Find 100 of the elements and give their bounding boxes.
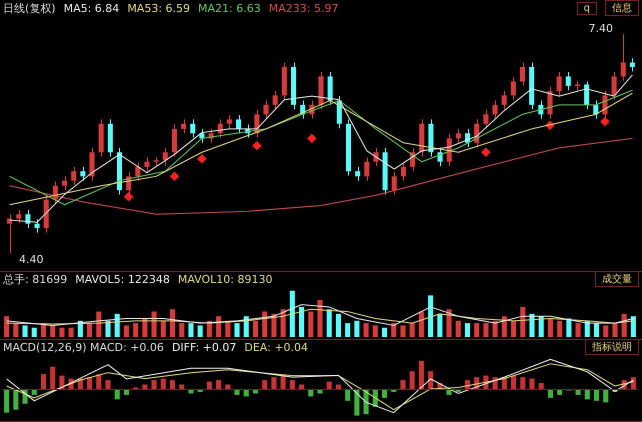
bar — [142, 384, 148, 389]
bar — [105, 320, 111, 337]
bar — [13, 388, 18, 410]
candlestick — [392, 171, 397, 196]
bar — [133, 323, 138, 337]
candlestick — [181, 118, 186, 134]
candlestick — [144, 156, 150, 172]
bar — [87, 377, 92, 389]
candlestick — [71, 166, 76, 186]
bar — [326, 309, 332, 337]
bar — [244, 316, 249, 337]
bar — [96, 374, 102, 389]
annotation: 4.40 — [19, 252, 44, 266]
bar — [234, 323, 240, 337]
bar — [299, 306, 304, 337]
candlestick — [355, 166, 360, 182]
bar — [382, 328, 388, 337]
bar — [538, 383, 544, 389]
text: q — [576, 2, 597, 14]
bar — [4, 316, 10, 337]
bar — [446, 309, 452, 337]
candlestick — [226, 114, 232, 129]
bar — [198, 325, 203, 337]
bar — [336, 384, 341, 389]
candlestick — [566, 72, 571, 91]
bar — [280, 309, 286, 337]
bar — [538, 316, 544, 337]
bar — [566, 318, 572, 337]
text: MA53: 6.59 — [127, 2, 190, 14]
candlestick — [172, 124, 177, 158]
bar — [271, 377, 276, 389]
bar — [502, 316, 507, 337]
candlestick — [547, 86, 553, 120]
bar — [483, 323, 488, 337]
bar — [68, 328, 74, 337]
point — [170, 172, 179, 181]
bar — [612, 323, 618, 337]
point — [307, 134, 316, 143]
candlestick — [456, 128, 461, 144]
bar — [290, 290, 295, 337]
candlestick — [80, 166, 86, 182]
candlestick — [502, 90, 507, 110]
bar — [170, 380, 176, 389]
bar — [428, 295, 434, 337]
bar — [160, 320, 166, 337]
point — [600, 117, 610, 126]
bar — [456, 320, 461, 337]
bar — [557, 320, 562, 337]
text: 成交量 — [595, 271, 639, 287]
bar — [13, 323, 18, 337]
text: 指标说明 — [585, 339, 639, 355]
series-label: DEA: +0.04 — [244, 340, 308, 354]
bar — [391, 323, 396, 337]
bar — [511, 320, 516, 337]
bar — [410, 323, 415, 337]
bar — [252, 320, 258, 337]
text: MA21: 6.63 — [198, 2, 261, 14]
bar — [22, 325, 28, 337]
chart-title: 日线(复权) — [3, 0, 56, 16]
bar — [262, 312, 268, 337]
bar — [59, 328, 64, 337]
text: MAVOL10: 89130 — [178, 272, 272, 286]
bar — [179, 384, 184, 389]
point — [252, 141, 262, 150]
bar — [317, 300, 323, 337]
bar — [4, 388, 10, 413]
candlestick — [400, 162, 406, 182]
candlestick — [364, 156, 370, 182]
bar — [630, 377, 636, 389]
bar — [520, 306, 526, 337]
bar — [124, 325, 129, 337]
bar — [114, 388, 120, 400]
bar — [326, 382, 332, 389]
bar — [410, 371, 415, 389]
point — [124, 192, 134, 202]
candlestick — [62, 176, 68, 191]
bar — [299, 384, 304, 389]
point — [197, 154, 206, 164]
bar — [418, 312, 424, 337]
text: MAVOL5: 122348 — [75, 272, 170, 286]
candlestick — [34, 218, 40, 233]
candlestick — [16, 209, 22, 224]
candlestick — [483, 109, 488, 129]
bar — [59, 376, 64, 389]
bar — [345, 388, 350, 401]
bar — [437, 314, 442, 337]
bar — [114, 314, 120, 337]
bar — [372, 325, 378, 337]
chart-title: 总手: 81699 — [3, 272, 68, 286]
candlestick — [630, 58, 635, 72]
bar — [32, 328, 37, 337]
bar — [548, 318, 553, 337]
point — [481, 148, 490, 157]
bar — [576, 323, 581, 337]
bar — [603, 325, 608, 337]
chart-title: MACD(12,26,9) MACD: +0.06 — [3, 340, 164, 354]
bar — [354, 320, 360, 337]
bar — [594, 323, 600, 337]
bar — [529, 378, 535, 389]
candlestick — [218, 118, 223, 138]
